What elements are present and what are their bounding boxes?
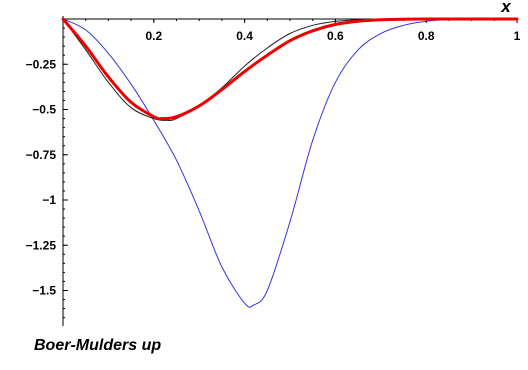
curves bbox=[61, 17, 519, 308]
x-tick-label: 0.8 bbox=[418, 29, 435, 43]
axes bbox=[62, 16, 518, 326]
y-tick-label: −1 bbox=[42, 193, 56, 207]
y-tick-label: −0.5 bbox=[32, 103, 56, 117]
x-tick-label: 0.6 bbox=[327, 29, 344, 43]
y-tick-label: −1.5 bbox=[32, 284, 56, 298]
series-black-curve bbox=[62, 18, 518, 121]
y-tick-label: −1.25 bbox=[26, 238, 57, 252]
series-blue-curve bbox=[62, 18, 518, 308]
x-tick-label: 0.2 bbox=[145, 29, 162, 43]
y-tick-label: −0.75 bbox=[26, 148, 57, 162]
x-axis-label: x bbox=[500, 0, 512, 16]
x-tick-label: 0.4 bbox=[236, 29, 253, 43]
x-tick-label: 1 bbox=[514, 29, 521, 43]
chart-caption: Boer-Mulders up bbox=[34, 337, 162, 354]
y-tick-label: −0.25 bbox=[26, 57, 57, 71]
series-red-curve bbox=[61, 17, 519, 121]
tick-labels: 0.2 0.4 0.6 0.8 1 −0.25 −0.5 −0.75 −1 −1.25 −1.5 x bbox=[26, 0, 521, 298]
